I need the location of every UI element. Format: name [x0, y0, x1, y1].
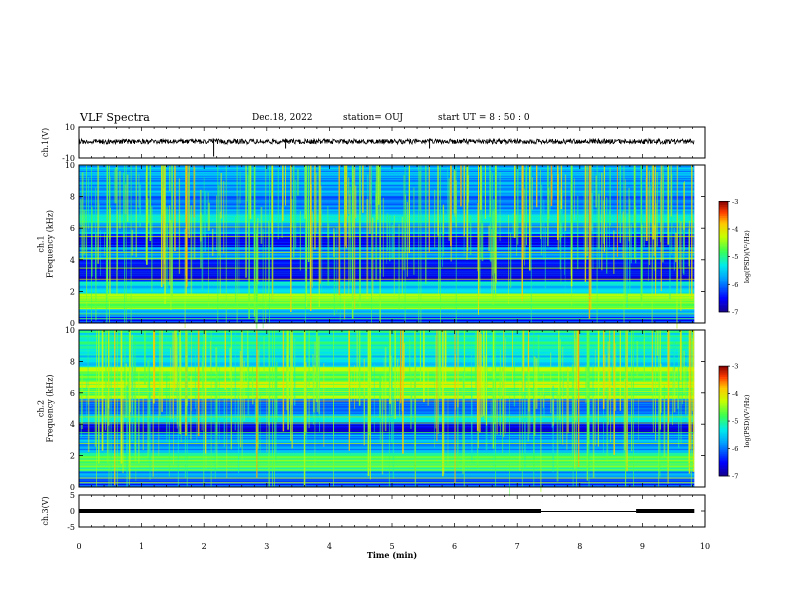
ch1-spectrogram-image [79, 165, 705, 329]
ch2-spectrogram-ylabel: ch.2 [37, 400, 46, 417]
ch1-spectrogram-colorbar-tick: -3 [732, 198, 738, 206]
ch1-spectrogram-ytick: 0 [70, 319, 75, 328]
x-tick-label: 5 [389, 542, 394, 551]
ch1-waveform-ytick: -10 [62, 154, 75, 163]
ch1-waveform-ytick: 10 [65, 123, 75, 132]
ch2-spectrogram-colorbar-tick: -3 [732, 363, 738, 371]
ch2-spectrogram-colorbar-label: log(PSD)(V²/Hz) [743, 394, 751, 447]
ch3-waveform-trace [541, 511, 637, 512]
ch2-spectrogram-colorbar: -3 -4 -5 -6 -7 log(PSD)(V²/Hz) [718, 363, 751, 481]
ch1-spectrogram-ytick: 2 [70, 287, 75, 296]
header-start-time: start UT = 8 : 50 : 0 [438, 113, 530, 123]
x-tick-label: 3 [264, 542, 269, 551]
ch3-waveform-trace [79, 509, 541, 513]
ch1-spectrogram-ytick: 10 [65, 161, 75, 170]
ch1-spectrogram-colorbar-tick: -5 [732, 253, 738, 261]
header-date: Dec.18, 2022 [252, 113, 313, 123]
ch1-waveform-ylabel: ch.1(V) [41, 128, 50, 157]
x-axis-title: Time (min) [367, 550, 417, 560]
ch1-spectrogram-colorbar: -3 -4 -5 -6 -7 log(PSD)(V²/Hz) [718, 198, 751, 316]
ch3-waveform-ylabel: ch.3(V) [41, 496, 50, 525]
ch3-waveform-ytick: -5 [67, 523, 75, 532]
ch1-spectrogram-ytick: 8 [70, 193, 75, 202]
ch2-spectrogram-colorbar-tick: -5 [732, 418, 738, 426]
ch1-spectrogram-ylabel: ch.1 [37, 235, 46, 252]
x-tick-label: 1 [139, 542, 144, 551]
ch1-spectrogram-colorbar-tick: -6 [732, 281, 738, 289]
ch1-spectrogram-ytick: 6 [70, 224, 75, 233]
ch1-spectrogram-ytick: 4 [70, 256, 75, 265]
ch3-waveform-ytick: 0 [70, 507, 75, 516]
header-station: station= OUJ [343, 113, 404, 123]
ch1-waveform-trace [78, 137, 695, 146]
ch2-spectrogram-ylabel: Frequency (kHz) [46, 374, 55, 442]
ch2-spectrogram-ytick: 2 [70, 452, 75, 461]
x-tick-label: 7 [515, 542, 520, 551]
ch2-spectrogram-ytick: 6 [70, 389, 75, 398]
x-tick-label: 2 [202, 542, 207, 551]
ch3-waveform-ytick: 5 [70, 491, 75, 500]
ch2-spectrogram-ytick: 10 [65, 326, 75, 335]
ch1-spectrogram-colorbar-tick: -7 [732, 308, 738, 316]
ch2-spectrogram-ytick: 4 [70, 420, 75, 429]
x-tick-label: 4 [327, 542, 332, 551]
x-tick-label: 8 [577, 542, 582, 551]
ch1-spectrogram-colorbar-label: log(PSD)(V²/Hz) [743, 230, 751, 283]
ch2-spectrogram-colorbar-tick: -7 [732, 473, 738, 481]
x-tick-label: 10 [700, 542, 710, 551]
ch2-spectrogram-ytick: 8 [70, 357, 75, 366]
header-title: VLF Spectra [80, 111, 150, 124]
ch2-spectrogram-ytick: 0 [70, 483, 75, 492]
ch2-spectrogram-image [79, 330, 705, 497]
ch2-spectrogram-colorbar-tick: -4 [732, 390, 738, 398]
x-tick-label: 6 [452, 542, 457, 551]
ch1-spectrogram-colorbar-tick: -4 [732, 225, 738, 233]
x-tick-label: 9 [640, 542, 645, 551]
ch1-spectrogram-ylabel: Frequency (kHz) [46, 210, 55, 278]
ch2-spectrogram-colorbar-tick: -6 [732, 445, 738, 453]
ch3-waveform-trace [636, 509, 695, 513]
x-tick-label: 0 [76, 542, 81, 551]
